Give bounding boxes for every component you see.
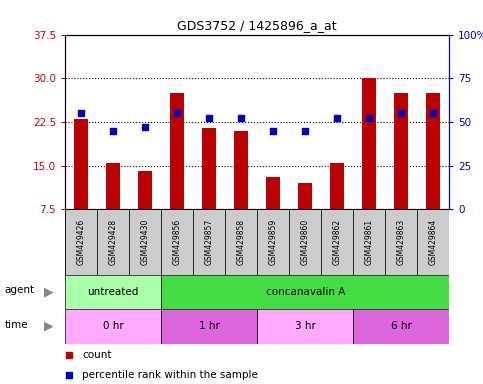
Point — [205, 115, 213, 121]
Bar — [170, 93, 185, 209]
Text: count: count — [83, 350, 112, 360]
Text: percentile rank within the sample: percentile rank within the sample — [83, 370, 258, 380]
Text: GSM429861: GSM429861 — [365, 219, 374, 265]
Text: time: time — [5, 319, 28, 330]
Text: GSM429864: GSM429864 — [429, 219, 438, 265]
Bar — [65, 309, 161, 344]
Bar — [385, 209, 417, 275]
Bar — [65, 209, 97, 275]
Bar — [161, 209, 193, 275]
Point — [301, 127, 309, 134]
Bar — [330, 163, 344, 209]
Bar — [257, 309, 353, 344]
Bar — [394, 93, 409, 209]
Text: GSM429863: GSM429863 — [397, 219, 406, 265]
Bar — [225, 209, 257, 275]
Bar — [426, 93, 440, 209]
Bar — [353, 209, 385, 275]
Bar — [353, 309, 449, 344]
Text: GSM429430: GSM429430 — [141, 219, 150, 265]
Point — [429, 110, 437, 116]
Point — [270, 127, 277, 134]
Bar — [129, 209, 161, 275]
Point — [77, 110, 85, 116]
Point — [173, 110, 181, 116]
Point — [142, 124, 149, 130]
Point — [398, 110, 405, 116]
Text: 6 hr: 6 hr — [391, 321, 412, 331]
Text: GSM429859: GSM429859 — [269, 219, 278, 265]
Bar — [362, 78, 376, 209]
Text: 0 hr: 0 hr — [103, 321, 124, 331]
Text: concanavalin A: concanavalin A — [266, 287, 345, 297]
Text: ▶: ▶ — [43, 285, 53, 298]
Point — [109, 127, 117, 134]
Bar — [74, 119, 88, 209]
Point — [288, 280, 296, 286]
Point — [333, 115, 341, 121]
Bar — [257, 209, 289, 275]
Bar — [65, 275, 161, 309]
Text: ▶: ▶ — [43, 320, 53, 333]
Title: GDS3752 / 1425896_a_at: GDS3752 / 1425896_a_at — [177, 19, 337, 32]
Bar — [161, 309, 257, 344]
Bar — [321, 209, 353, 275]
Text: 1 hr: 1 hr — [199, 321, 220, 331]
Bar — [266, 177, 281, 209]
Bar — [417, 209, 449, 275]
Text: agent: agent — [5, 285, 35, 295]
Text: GSM429857: GSM429857 — [205, 219, 213, 265]
Text: 3 hr: 3 hr — [295, 321, 315, 331]
Text: GSM429858: GSM429858 — [237, 219, 246, 265]
Point — [237, 115, 245, 121]
Bar — [193, 209, 225, 275]
Bar — [106, 163, 120, 209]
Text: untreated: untreated — [87, 287, 139, 297]
Bar — [97, 209, 129, 275]
Point — [365, 115, 373, 121]
Bar — [202, 128, 216, 209]
Text: GSM429862: GSM429862 — [333, 219, 341, 265]
Text: GSM429428: GSM429428 — [109, 219, 118, 265]
Text: GSM429860: GSM429860 — [301, 219, 310, 265]
Text: GSM429426: GSM429426 — [77, 219, 85, 265]
Point — [288, 97, 296, 103]
Bar — [138, 171, 153, 209]
Bar — [289, 209, 321, 275]
Text: GSM429856: GSM429856 — [173, 219, 182, 265]
Bar — [298, 183, 313, 209]
Bar — [161, 275, 449, 309]
Bar — [234, 131, 248, 209]
